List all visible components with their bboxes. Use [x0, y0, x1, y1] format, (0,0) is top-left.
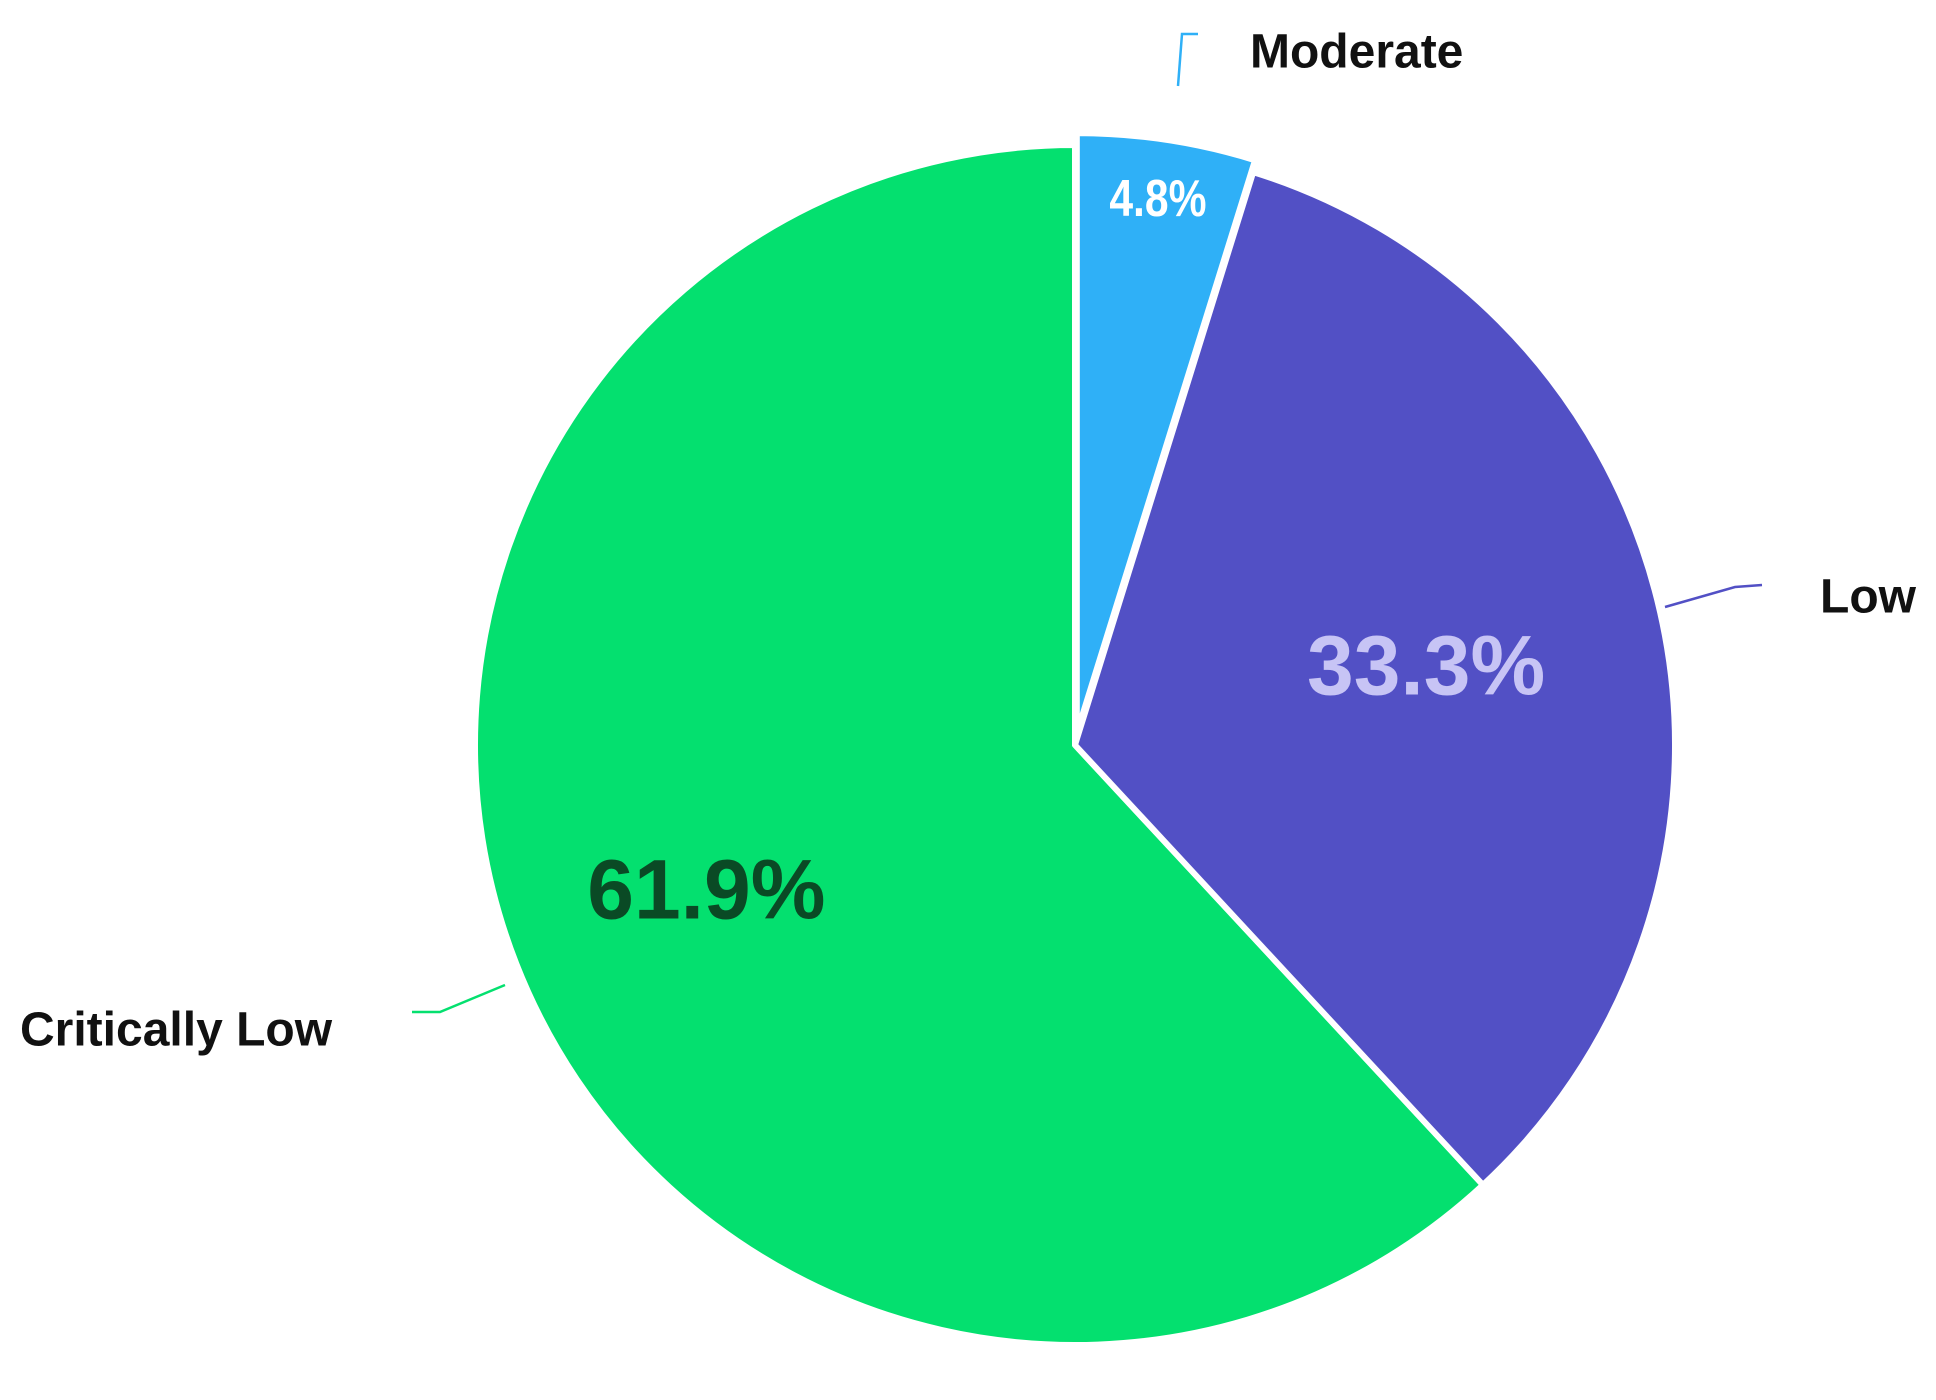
leader-lines-layer — [412, 32, 1763, 1014]
pie-slice-critically-low — [472, 142, 1486, 1348]
value-label-moderate: 4.8% — [1109, 170, 1206, 228]
leader-line-moderate — [1176, 32, 1198, 87]
pie-slice-moderate — [1073, 130, 1259, 737]
category-label-low: Low — [1820, 571, 1917, 624]
value-label-critically-low: 61.9% — [587, 843, 825, 937]
category-label-critically-low: Critically Low — [20, 1004, 333, 1057]
pie-slice-low — [1072, 169, 1678, 1188]
value-label-low: 33.3% — [1307, 618, 1545, 712]
leader-line-critically-low — [412, 983, 506, 1014]
slices-layer — [472, 130, 1678, 1348]
category-label-moderate: Moderate — [1250, 26, 1463, 79]
leader-line-low — [1664, 583, 1763, 609]
labels-layer: 61.9% Critically Low 33.3% Low 4.8% Moderate — [20, 26, 1917, 1057]
